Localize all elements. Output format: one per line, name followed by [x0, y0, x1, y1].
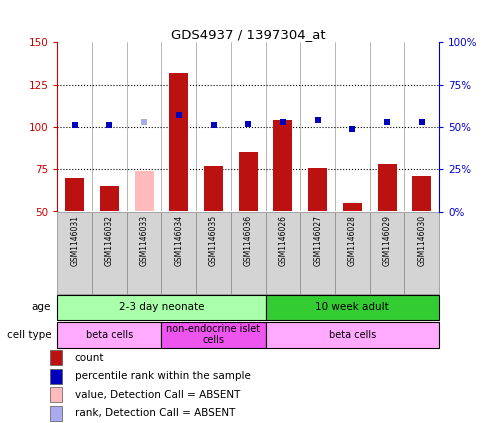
Bar [196, 212, 231, 294]
Bar [308, 168, 327, 212]
Bar [57, 322, 162, 348]
Text: 2-3 day neonate: 2-3 day neonate [119, 302, 204, 312]
Bar [57, 212, 92, 294]
Text: age: age [32, 302, 51, 312]
Text: GSM1146035: GSM1146035 [209, 215, 218, 266]
Text: GSM1146030: GSM1146030 [417, 215, 426, 266]
Text: non-endocrine islet
cells: non-endocrine islet cells [167, 324, 260, 346]
Text: GSM1146029: GSM1146029 [383, 215, 392, 266]
Bar [370, 212, 404, 294]
Title: GDS4937 / 1397304_at: GDS4937 / 1397304_at [171, 28, 325, 41]
Text: GSM1146033: GSM1146033 [140, 215, 149, 266]
Bar [100, 186, 119, 212]
Text: beta cells: beta cells [329, 330, 376, 340]
Text: 10 week adult: 10 week adult [315, 302, 389, 312]
Text: GSM1146026: GSM1146026 [278, 215, 287, 266]
Bar [204, 166, 223, 212]
Bar [135, 171, 154, 212]
Text: count: count [75, 353, 104, 363]
Bar [300, 212, 335, 294]
Bar [127, 212, 162, 294]
Bar [239, 152, 258, 212]
Bar [50, 387, 62, 402]
Bar [378, 164, 397, 212]
Text: percentile rank within the sample: percentile rank within the sample [75, 371, 250, 382]
Text: beta cells: beta cells [86, 330, 133, 340]
Text: GSM1146036: GSM1146036 [244, 215, 253, 266]
Text: GSM1146031: GSM1146031 [70, 215, 79, 266]
Bar [265, 322, 439, 348]
Bar [265, 295, 439, 320]
Bar [65, 178, 84, 212]
Bar [92, 212, 127, 294]
Bar [50, 369, 62, 384]
Bar [57, 295, 265, 320]
Text: GSM1146027: GSM1146027 [313, 215, 322, 266]
Bar [265, 212, 300, 294]
Bar [343, 203, 362, 212]
Bar [50, 350, 62, 365]
Bar [162, 212, 196, 294]
Bar [335, 212, 370, 294]
Bar [169, 73, 189, 212]
Text: value, Detection Call = ABSENT: value, Detection Call = ABSENT [75, 390, 240, 400]
Bar [162, 322, 265, 348]
Text: GSM1146034: GSM1146034 [174, 215, 183, 266]
Text: GSM1146032: GSM1146032 [105, 215, 114, 266]
Bar [404, 212, 439, 294]
Bar [50, 406, 62, 421]
Text: cell type: cell type [6, 330, 51, 340]
Bar [273, 120, 292, 212]
Bar [412, 176, 431, 212]
Text: rank, Detection Call = ABSENT: rank, Detection Call = ABSENT [75, 408, 235, 418]
Bar [231, 212, 265, 294]
Text: GSM1146028: GSM1146028 [348, 215, 357, 266]
